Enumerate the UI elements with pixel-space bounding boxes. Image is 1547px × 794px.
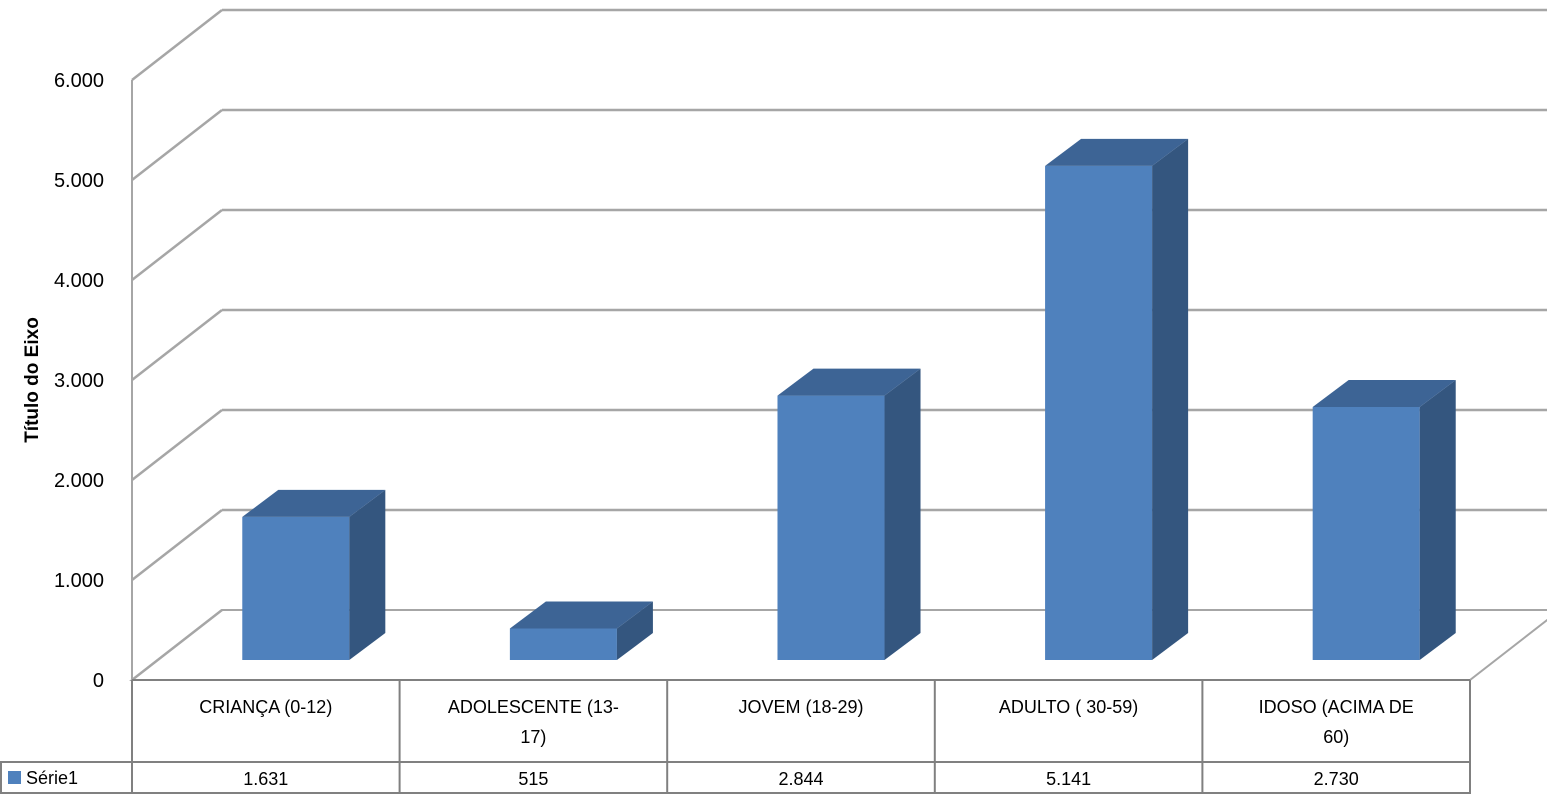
bar-front [509, 628, 617, 660]
y-tick-label: 4.000 [54, 270, 104, 292]
category-label: CRIANÇA (0-12) [199, 697, 332, 717]
category-label: IDOSO (ACIMA DE [1259, 697, 1414, 717]
y-tick-label: 5.000 [54, 170, 104, 192]
y-tick-label: 0 [93, 670, 104, 692]
bar-top [777, 368, 921, 396]
category-label: 60) [1323, 727, 1349, 747]
gridline-side [131, 309, 223, 381]
bar [1312, 380, 1456, 660]
gridline-side [131, 609, 223, 681]
bar-side [616, 601, 653, 660]
category-label: JOVEM (18-29) [738, 697, 863, 717]
legend-swatch [8, 771, 21, 784]
bar-front [1312, 407, 1420, 660]
bar-side [1152, 138, 1189, 660]
data-label: 2.730 [1314, 769, 1359, 789]
gridline-side [131, 209, 223, 281]
data-label: 5.141 [1046, 769, 1091, 789]
bar-side [349, 489, 386, 660]
bar-side [884, 368, 921, 660]
y-axis-title: Título do Eixo [22, 317, 43, 443]
gridline-side [131, 409, 223, 481]
data-table: CRIANÇA (0-12) ADOLESCENTE (13- 17) JOVEM (… [0, 679, 1471, 794]
bar-front [242, 516, 350, 660]
bar-front [777, 395, 885, 660]
bar-top [1312, 380, 1456, 407]
gridline-side [131, 509, 223, 581]
bar-top [242, 489, 386, 517]
y-tick-label: 6.000 [54, 70, 104, 92]
gridline-side [131, 109, 223, 181]
bar-side [1419, 380, 1456, 660]
bar [509, 601, 653, 660]
y-tick-label: 3.000 [54, 370, 104, 392]
bar [1045, 138, 1189, 660]
data-label: 1.631 [243, 769, 288, 789]
bar [242, 489, 386, 660]
data-label: 2.844 [778, 769, 823, 789]
category-label: 17) [520, 727, 546, 747]
bars [242, 138, 1456, 660]
bar-top [1045, 138, 1189, 166]
y-axis-ticks: 0 1.000 2.000 3.000 4.000 5.000 6.000 [54, 70, 104, 692]
series-name: Série1 [26, 768, 78, 788]
bar [777, 368, 921, 660]
category-label: ADOLESCENTE (13- [448, 697, 619, 717]
gridline-side [131, 9, 223, 81]
category-label: ADULTO ( 30-59) [999, 697, 1138, 717]
bar-front [1045, 165, 1153, 660]
y-tick-label: 2.000 [54, 470, 104, 492]
bar-top [509, 601, 653, 629]
data-label: 515 [518, 769, 548, 789]
y-tick-label: 1.000 [54, 570, 104, 592]
